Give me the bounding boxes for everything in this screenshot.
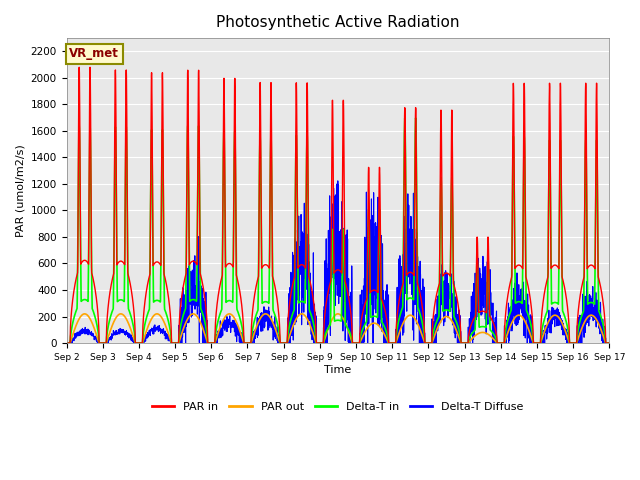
Delta-T Diffuse bbox=[125, 331, 132, 336]
Line: Delta-T in: Delta-T in bbox=[67, 118, 609, 343]
PAR in bbox=[125, 274, 132, 279]
PAR out bbox=[81, 311, 88, 317]
PAR in bbox=[605, 340, 613, 346]
PAR in bbox=[157, 263, 164, 268]
Delta-T Diffuse bbox=[157, 330, 164, 336]
Delta-T in bbox=[294, 294, 302, 300]
Delta-T in bbox=[63, 340, 70, 346]
Line: Delta-T Diffuse: Delta-T Diffuse bbox=[67, 181, 609, 343]
Legend: PAR in, PAR out, Delta-T in, Delta-T Diffuse: PAR in, PAR out, Delta-T in, Delta-T Dif… bbox=[148, 397, 528, 416]
Line: PAR in: PAR in bbox=[67, 67, 609, 343]
PAR out bbox=[157, 313, 164, 319]
PAR in bbox=[76, 64, 83, 70]
Delta-T Diffuse bbox=[334, 178, 342, 184]
PAR out bbox=[294, 313, 302, 319]
Delta-T Diffuse bbox=[271, 318, 278, 324]
Delta-T Diffuse bbox=[63, 340, 70, 346]
PAR in bbox=[536, 340, 544, 346]
PAR in bbox=[294, 264, 302, 270]
Delta-T Diffuse bbox=[536, 340, 544, 346]
PAR out bbox=[605, 340, 613, 346]
Delta-T in bbox=[536, 340, 544, 346]
PAR out bbox=[63, 340, 70, 346]
PAR in bbox=[63, 340, 70, 346]
Delta-T in bbox=[157, 284, 164, 290]
Title: Photosynthetic Active Radiation: Photosynthetic Active Radiation bbox=[216, 15, 460, 30]
PAR out bbox=[271, 324, 278, 330]
PAR in bbox=[271, 283, 278, 288]
Y-axis label: PAR (umol/m2/s): PAR (umol/m2/s) bbox=[15, 144, 25, 237]
Line: PAR out: PAR out bbox=[67, 314, 609, 343]
Delta-T in bbox=[605, 340, 613, 346]
X-axis label: Time: Time bbox=[324, 364, 351, 374]
PAR out bbox=[595, 321, 603, 327]
Delta-T in bbox=[595, 308, 603, 314]
Delta-T in bbox=[125, 306, 132, 312]
Delta-T Diffuse bbox=[294, 291, 302, 297]
Delta-T in bbox=[271, 311, 278, 317]
Delta-T Diffuse bbox=[605, 340, 613, 346]
PAR in bbox=[595, 276, 603, 282]
Text: VR_met: VR_met bbox=[69, 47, 119, 60]
PAR out bbox=[536, 340, 544, 346]
Delta-T in bbox=[412, 115, 419, 121]
PAR out bbox=[125, 321, 132, 326]
Delta-T Diffuse bbox=[595, 317, 603, 323]
